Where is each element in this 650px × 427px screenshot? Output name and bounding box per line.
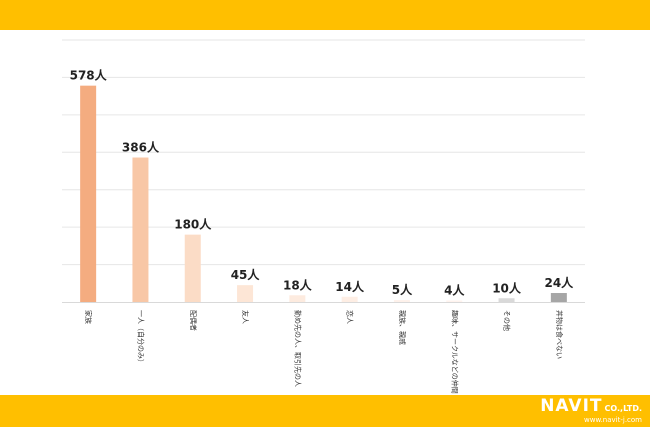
- data-label: 386人: [122, 140, 160, 155]
- category-labels: 家族 一人（自分のみ） 配偶者 友人 勤め先の人、取引先の人 恋人 親族、親戚 趣味、サークル…: [84, 310, 564, 394]
- navit-logo: NAVIT CO.,LTD. www.navit-j.com: [540, 398, 642, 424]
- data-label: 18人: [283, 277, 313, 292]
- bar: [132, 157, 149, 302]
- data-label: 578人: [70, 68, 108, 83]
- bar: [550, 293, 567, 302]
- tick-label: 趣味、サークルなどの仲間: [450, 310, 459, 394]
- tick-label: 一人（自分のみ）: [136, 310, 145, 366]
- value-labels: 578人 386人 180人 45人 18人 14人 5人 4人 10人 24人: [70, 68, 575, 298]
- bottom-banner: [0, 395, 650, 427]
- bars: [80, 85, 567, 302]
- bar: [498, 298, 515, 302]
- tick-label: 家族: [84, 310, 93, 324]
- tick-label: その他: [503, 310, 512, 331]
- data-label: 14人: [335, 279, 365, 294]
- bar: [289, 295, 306, 302]
- tick-label: 恋人: [346, 310, 355, 324]
- data-label: 4人: [444, 283, 465, 298]
- logo-suffix: CO.,LTD.: [604, 404, 642, 413]
- gridlines: [62, 39, 585, 303]
- tick-label: 丼物は食べない: [555, 310, 564, 359]
- bar: [237, 285, 254, 302]
- data-label: 45人: [231, 267, 261, 282]
- top-banner: [0, 0, 650, 30]
- data-label: 5人: [392, 282, 413, 297]
- tick-label: 友人: [241, 310, 250, 324]
- tick-label: 親族、親戚: [398, 310, 407, 345]
- bar: [393, 300, 410, 302]
- logo-name: NAVIT: [540, 396, 603, 416]
- bar: [184, 234, 201, 302]
- tick-label: 勤め先の人、取引先の人: [293, 310, 302, 387]
- bar: [80, 85, 97, 302]
- logo-url: www.navit-j.com: [584, 416, 642, 424]
- data-label: 24人: [544, 275, 574, 290]
- bar: [446, 300, 463, 302]
- data-label: 180人: [174, 217, 212, 232]
- bar: [341, 296, 358, 302]
- tick-label: 配偶者: [189, 310, 198, 331]
- data-label: 10人: [492, 280, 522, 295]
